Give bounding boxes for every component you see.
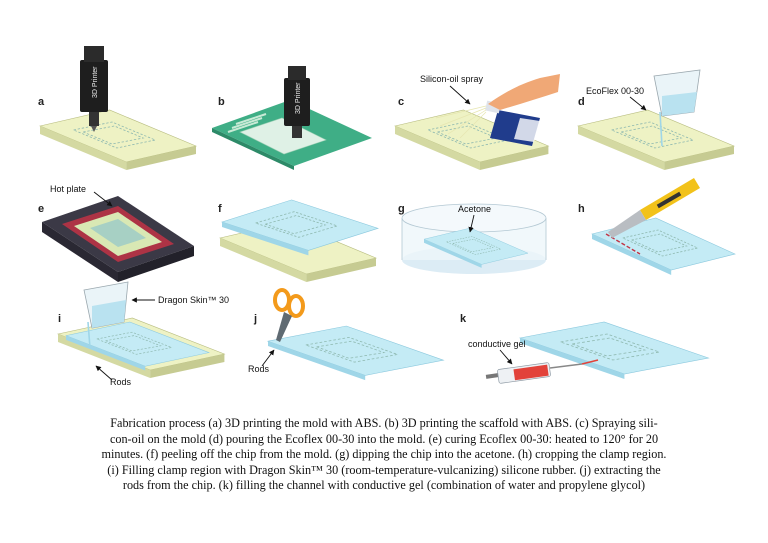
caption-line: rods from the chip. (k) filling the chan… [122, 478, 646, 493]
annotation-g: Acetone [458, 204, 491, 214]
utility-knife [608, 178, 700, 238]
panel-label-f: f [218, 203, 222, 215]
panel-label-a: a [38, 96, 45, 108]
chip-h [591, 217, 736, 276]
figure-caption: Fabrication process (a) 3D printing the … [50, 416, 718, 494]
panel-f: f [218, 191, 379, 283]
panel-c: c Silicon-oil spray [394, 74, 560, 171]
caption-line: con-oil on the mold (d) pouring the Ecof… [109, 431, 659, 446]
panel-label-k: k [460, 313, 467, 325]
scissors [273, 288, 305, 342]
panel-label-c: c [398, 96, 404, 108]
panel-d: d EcoFlex 00-30 [577, 69, 735, 171]
annotation-k: conductive gel [468, 339, 526, 349]
panel-b: b 3D Printer [212, 66, 372, 170]
panel-j: j Rods [248, 288, 445, 381]
panel-label-h: h [578, 203, 585, 215]
printer-text-a: 3D Printer [92, 66, 99, 98]
panel-h: h [578, 178, 736, 276]
pour-stream-d [659, 111, 663, 147]
caption-line: (i) Filling clamp region with Dragon Ski… [107, 462, 661, 477]
chip-j [267, 325, 445, 381]
printer-a: 3D Printer [80, 46, 108, 132]
cup-i [83, 281, 129, 329]
caption-line: Fabrication process (a) 3D printing the … [110, 416, 658, 430]
panel-label-i: i [58, 313, 61, 325]
panel-label-e: e [38, 203, 44, 215]
cup-d [653, 69, 701, 117]
rods-label-j: Rods [248, 364, 270, 374]
fabrication-diagram: a 3D Printer b 3D Printer c Silicon-oil … [38, 46, 736, 387]
panel-label-b: b [218, 96, 225, 108]
hand [488, 74, 560, 110]
panel-label-j: j [253, 313, 257, 325]
panel-g: g Acetone [398, 203, 547, 274]
spray-mist [435, 105, 487, 139]
spray-can [485, 100, 540, 146]
panel-k: k conductive gel [460, 313, 710, 384]
printer-text-b: 3D Printer [295, 82, 302, 114]
mold-a [39, 109, 197, 171]
scaffold-print [239, 117, 327, 155]
rods-label-i: Rods [110, 377, 132, 387]
annotation-c: Silicon-oil spray [420, 74, 484, 84]
panel-i: i Dragon Skin™ 30 Rods [57, 281, 229, 387]
panel-a: a 3D Printer [38, 46, 197, 171]
annotation-d: EcoFlex 00-30 [586, 86, 644, 96]
printer-b: 3D Printer [284, 66, 310, 138]
mold-d [577, 109, 735, 171]
annotation-e: Hot plate [50, 184, 86, 194]
annotation-i: Dragon Skin™ 30 [158, 295, 229, 305]
panel-label-g: g [398, 203, 405, 215]
panel-e: e Hot plate [38, 184, 194, 282]
caption-line: minutes. (f) peeling off the chip from t… [101, 447, 667, 462]
syringe [485, 359, 599, 384]
panel-label-d: d [578, 96, 585, 108]
